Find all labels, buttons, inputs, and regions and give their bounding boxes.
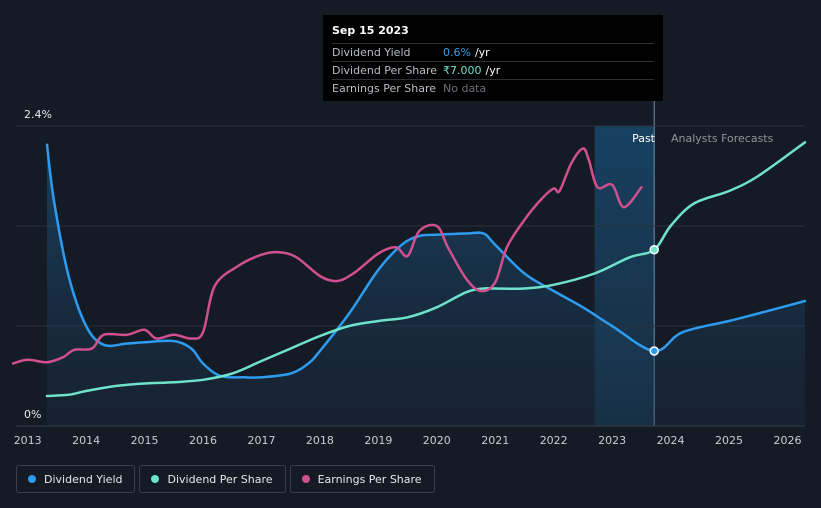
tooltip-row-dividend-per-share: Dividend Per Share ₹7.000/yr [332, 61, 654, 79]
x-tick-label: 2018 [306, 434, 334, 447]
x-tick-label: 2024 [657, 434, 685, 447]
tooltip-value: 0.6% [443, 46, 471, 59]
legend-dividend-yield[interactable]: Dividend Yield [16, 465, 136, 493]
tooltip-unit: /yr [474, 46, 490, 59]
tooltip-value-wrap: ₹7.000/yr [443, 64, 500, 77]
tooltip: Sep 15 2023 Dividend Yield 0.6%/yr Divid… [323, 15, 663, 101]
tooltip-label: Earnings Per Share [332, 82, 437, 95]
legend-dividend-per-share[interactable]: Dividend Per Share [139, 465, 286, 493]
y-axis-top-label: 2.4% [24, 108, 52, 121]
x-tick-label: 2021 [481, 434, 509, 447]
series-line-dps [45, 141, 807, 398]
legend-dot-icon [151, 475, 160, 483]
forecast-region-label: Analysts Forecasts [671, 132, 774, 145]
tooltip-label: Dividend Per Share [332, 64, 438, 77]
x-tick-label: 2019 [364, 434, 392, 447]
x-tick-label: 2026 [773, 434, 801, 447]
tooltip-label: Dividend Yield [332, 46, 411, 59]
x-tick-label: 2023 [598, 434, 626, 447]
y-axis-bottom-label: 0% [24, 408, 41, 421]
series-line-yield [45, 143, 807, 379]
tooltip-value-wrap: 0.6%/yr [443, 46, 490, 59]
marker-yield [649, 346, 659, 356]
legend-dot-icon [28, 475, 36, 483]
tooltip-row-earnings-per-share: Earnings Per Share No data [332, 79, 654, 97]
x-tick-label: 2022 [540, 434, 568, 447]
legend-dot-icon [301, 475, 310, 483]
x-tick-label: 2025 [715, 434, 743, 447]
tooltip-value: ₹7.000 [443, 64, 482, 77]
marker-dps [649, 245, 659, 255]
tooltip-date: Sep 15 2023 [332, 24, 409, 37]
legend-label: Dividend Per Share [167, 472, 273, 486]
x-tick-label: 2016 [189, 434, 217, 447]
x-tick-label: 2015 [131, 434, 159, 447]
past-region-label: Past [632, 132, 656, 145]
x-tick-label: 2017 [247, 434, 275, 447]
x-tick-label: 2020 [423, 434, 451, 447]
legend-label: Dividend Yield [44, 472, 123, 486]
x-tick-label: 2013 [14, 434, 42, 447]
tooltip-unit: /yr [485, 64, 501, 77]
series-area-yield [47, 144, 805, 427]
legend-label: Earnings Per Share [317, 472, 422, 486]
x-tick-label: 2014 [72, 434, 100, 447]
tooltip-row-dividend-yield: Dividend Yield 0.6%/yr [332, 43, 654, 61]
tooltip-value-wrap: No data [443, 82, 490, 95]
legend-earnings-per-share[interactable]: Earnings Per Share [289, 465, 435, 493]
tooltip-value: No data [443, 82, 487, 95]
series-line-eps [11, 147, 643, 365]
legend: Dividend Yield Dividend Per Share Earnin… [16, 465, 435, 493]
